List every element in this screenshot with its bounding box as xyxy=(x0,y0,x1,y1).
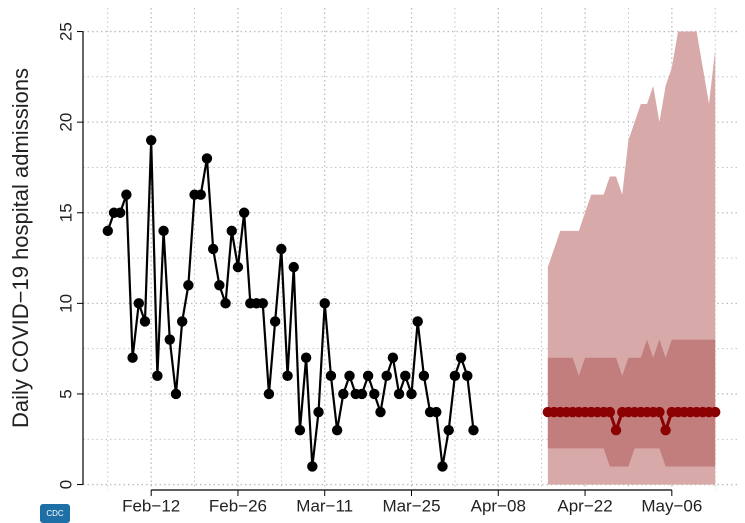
observed-point xyxy=(145,135,157,146)
observed-point xyxy=(325,370,337,382)
observed-point xyxy=(381,370,392,382)
observed-point xyxy=(102,225,113,237)
x-tick-label: Mar−25 xyxy=(382,496,440,515)
observed-point xyxy=(294,425,306,436)
observed-point xyxy=(158,225,169,237)
y-tick-label: 5 xyxy=(56,389,75,398)
observed-point xyxy=(232,261,244,273)
observed-point xyxy=(201,153,213,164)
observed-point xyxy=(183,280,194,291)
observed-point xyxy=(331,425,343,436)
cdc-logo: CDC xyxy=(40,504,70,523)
observed-point xyxy=(319,298,330,309)
observed-point xyxy=(282,370,293,382)
observed-point xyxy=(468,425,479,436)
observed-point xyxy=(437,461,448,472)
observed-point xyxy=(207,243,219,255)
observed-point xyxy=(356,388,368,400)
observed-point xyxy=(127,352,138,363)
observed-point xyxy=(449,370,461,382)
observed-point xyxy=(369,388,380,400)
y-tick-label: 20 xyxy=(56,113,75,132)
observed-point xyxy=(362,370,374,382)
observed-point xyxy=(238,207,250,218)
observed-point xyxy=(263,388,275,400)
observed-point xyxy=(226,225,237,237)
x-tick-label: Apr−22 xyxy=(557,496,612,515)
x-tick-label: Feb−26 xyxy=(209,496,267,515)
x-tick-label: Feb−12 xyxy=(122,496,180,515)
x-tick-label: Mar−11 xyxy=(296,496,353,515)
observed-point xyxy=(176,316,188,327)
observed-point xyxy=(133,298,144,309)
forecast-band xyxy=(547,339,716,467)
observed-point xyxy=(455,352,467,363)
observed-point xyxy=(214,280,225,291)
observed-point xyxy=(443,425,454,436)
observed-point xyxy=(406,388,417,400)
observed-point xyxy=(152,370,163,382)
observed-point xyxy=(313,406,324,418)
observed-point xyxy=(164,334,175,345)
observed-point xyxy=(412,316,423,327)
observed-point xyxy=(338,388,349,400)
forecast-point xyxy=(604,406,616,418)
y-axis-label: Daily COVID−19 hospital admissions xyxy=(8,68,33,428)
forecast-point xyxy=(610,425,622,436)
y-tick-label: 15 xyxy=(56,203,75,222)
forecast-point xyxy=(654,406,665,418)
observed-point xyxy=(195,189,206,200)
observed-point xyxy=(375,406,386,418)
observed-point xyxy=(462,370,473,382)
y-tick-label: 10 xyxy=(56,294,75,313)
observed-point xyxy=(307,461,318,472)
observed-line xyxy=(106,139,475,468)
logo-text: CDC xyxy=(46,509,64,518)
forecast-point xyxy=(710,406,721,418)
observed-point xyxy=(418,370,430,382)
observed-point xyxy=(121,189,132,200)
logo-badge xyxy=(40,504,70,523)
observed-point xyxy=(431,406,442,418)
y-tick-label: 0 xyxy=(56,480,75,489)
observed-point xyxy=(114,207,126,218)
observed-point xyxy=(400,370,411,382)
x-tick-label: May−06 xyxy=(641,496,702,515)
forecast-point xyxy=(660,425,671,436)
y-tick-label: 25 xyxy=(56,22,75,41)
observed-point xyxy=(257,298,268,309)
observed-point xyxy=(300,352,312,363)
observed-point xyxy=(139,316,151,327)
observed-point xyxy=(269,316,281,327)
observed-point xyxy=(387,352,399,363)
observed-point xyxy=(170,388,182,400)
observed-point xyxy=(220,298,231,309)
x-tick-label: Apr−08 xyxy=(471,496,526,515)
observed-point xyxy=(288,261,299,273)
observed-point xyxy=(393,388,405,400)
observed-point xyxy=(344,370,355,382)
observed-point xyxy=(276,243,287,255)
